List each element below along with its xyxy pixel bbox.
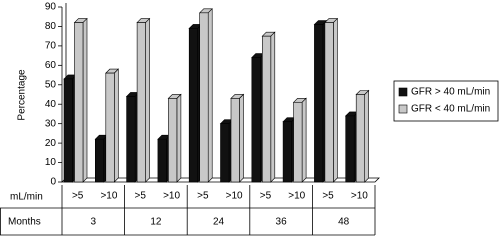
- y-tick-label: 80: [45, 21, 57, 32]
- bar: [282, 121, 292, 183]
- bar: [74, 22, 84, 183]
- group-tick-label: 36: [276, 217, 288, 228]
- x-tick-label: >5: [135, 191, 147, 202]
- bar: [230, 98, 240, 183]
- y-tick-label: 40: [45, 99, 57, 110]
- bar-side: [114, 68, 119, 183]
- y-tick-label: 20: [45, 138, 57, 149]
- bar: [126, 96, 136, 183]
- y-tick-label: 50: [45, 79, 57, 90]
- bar: [188, 28, 198, 183]
- y-tick-label: 0: [50, 177, 56, 188]
- bar-side: [301, 97, 307, 183]
- legend-swatch: [398, 104, 408, 114]
- x-tick-label: >5: [197, 191, 209, 202]
- group-tick-label: 48: [338, 217, 350, 228]
- legend-label: GFR > 40 mL/min: [411, 87, 490, 98]
- bar: [157, 138, 167, 183]
- bar: [345, 115, 355, 183]
- bar-side: [364, 89, 370, 183]
- bar: [355, 94, 366, 183]
- bar: [105, 72, 115, 183]
- bar: [136, 22, 146, 183]
- bar-side: [270, 31, 276, 183]
- bar-side: [145, 17, 150, 183]
- bar: [261, 35, 272, 183]
- x-tick-label: >10: [226, 191, 243, 202]
- bar: [220, 123, 230, 183]
- bar-side: [239, 93, 244, 183]
- x-axis-title: mL/min: [10, 192, 43, 203]
- x-tick-label: >10: [351, 191, 368, 202]
- y-tick-label: 90: [45, 2, 57, 13]
- group-tick-label: 3: [91, 217, 97, 228]
- bar-side: [176, 93, 182, 183]
- bar: [199, 12, 209, 183]
- bar: [63, 78, 73, 183]
- y-tick-label: 60: [45, 60, 57, 71]
- bar: [168, 98, 178, 183]
- bar-side: [333, 17, 338, 183]
- x-tick-label: >5: [322, 191, 334, 202]
- group-tick-label: 24: [213, 217, 225, 228]
- y-tick-label: 10: [45, 157, 57, 168]
- group-tick-label: 12: [150, 217, 162, 228]
- y-tick-label: 30: [45, 118, 57, 129]
- bar: [251, 57, 261, 183]
- bar-side: [82, 17, 88, 183]
- y-tick-label: 70: [45, 41, 57, 52]
- bar: [324, 22, 334, 183]
- legend-box: [393, 80, 499, 122]
- x-tick-label: >10: [163, 191, 180, 202]
- bar: [293, 101, 303, 183]
- x-tick-label: >10: [288, 191, 305, 202]
- bar: [95, 138, 105, 183]
- legend-label: GFR < 40 mL/min: [411, 104, 490, 115]
- group-label: Months: [8, 217, 41, 228]
- bar-side: [207, 8, 213, 183]
- x-tick-label: >10: [100, 191, 117, 202]
- legend-swatch: [398, 87, 408, 97]
- x-tick-label: >5: [72, 191, 84, 202]
- bar: [314, 24, 324, 183]
- y-axis-title: Percentage: [17, 69, 28, 121]
- x-tick-label: >5: [260, 191, 272, 202]
